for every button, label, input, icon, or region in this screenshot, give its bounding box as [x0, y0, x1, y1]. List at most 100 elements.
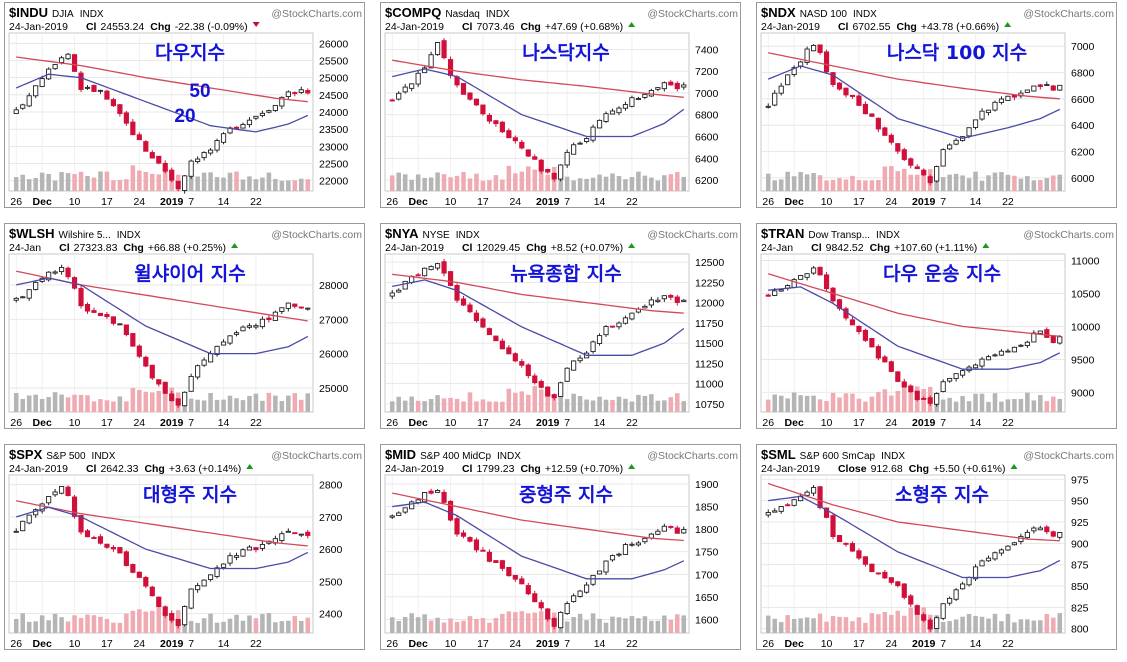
candle-body: [901, 149, 907, 160]
candle-body: [525, 364, 531, 377]
candle-body: [558, 611, 564, 629]
volume-bar: [869, 396, 875, 412]
x-tick-label: 14: [970, 417, 982, 429]
volume-bar: [506, 388, 512, 412]
x-tick-label: 22: [1002, 638, 1014, 650]
candle-body: [545, 386, 551, 397]
candle-body: [603, 560, 609, 573]
x-tick-label: 14: [218, 638, 230, 650]
x-tick-label: 7: [188, 196, 194, 208]
candle-body: [143, 577, 149, 587]
candle-body: [195, 365, 201, 378]
y-tick-label: 11000: [1071, 256, 1100, 268]
close-value: 27323.83: [74, 242, 118, 254]
candle-body: [908, 158, 914, 166]
x-tick-label: 26: [386, 196, 398, 208]
change-value: +12.59 (+0.70%): [545, 463, 623, 475]
close-value: 912.68: [871, 463, 903, 475]
candle-body: [162, 381, 168, 394]
change-label: Chg: [896, 21, 916, 33]
change-value: +107.60 (+1.11%): [894, 242, 977, 254]
candle-body: [914, 166, 920, 170]
candle-body: [13, 109, 19, 115]
candle-body: [985, 109, 992, 114]
volume-bar: [953, 173, 959, 191]
candle-body: [551, 394, 557, 399]
chart-panel-spx: $SPX S&P 500 INDX @StockCharts.com 24-Jan-20…: [4, 444, 365, 650]
candle-body: [908, 595, 914, 605]
candle-body: [428, 266, 434, 271]
volume-bar: [247, 176, 252, 191]
candle-body: [259, 544, 266, 549]
change-value: +43.78 (+0.66%): [921, 21, 999, 33]
x-tick-label: 7: [940, 196, 946, 208]
volume-bar: [856, 617, 862, 633]
ma20-line: [15, 73, 309, 133]
volume-bar: [454, 175, 460, 191]
change-up-icon: [982, 243, 990, 248]
candle-body: [454, 284, 460, 301]
volume-bar: [1057, 613, 1063, 633]
candle-body: [195, 158, 201, 162]
volume-bar: [493, 175, 499, 191]
volume-bar: [396, 621, 401, 633]
chart-svg: $NYA NYSE INDX @StockCharts.com 24-Jan-2019 C…: [384, 226, 738, 429]
volume-bar: [513, 612, 518, 633]
x-tick-label: 17: [477, 638, 489, 650]
volume-bar: [91, 615, 97, 633]
chart-panel-tran: $TRAN Dow Transp... INDX @StockCharts.com 24…: [756, 223, 1117, 429]
x-tick-label: 22: [626, 196, 638, 208]
date-label: 24-Jan-2019: [385, 242, 444, 254]
volume-bar: [538, 611, 544, 633]
candle-body: [979, 110, 985, 120]
volume-bar: [804, 174, 810, 191]
volume-bar: [558, 395, 563, 412]
y-tick-label: 875: [1071, 560, 1089, 572]
candle-body: [635, 542, 642, 546]
x-tick-label: 10: [445, 417, 457, 429]
volume-bar: [91, 401, 97, 412]
candle-body: [882, 356, 888, 363]
candle-body: [214, 345, 220, 355]
volume-bar: [558, 177, 563, 191]
candle-body: [447, 59, 454, 76]
ma20-line: [392, 68, 685, 138]
candle-body: [947, 144, 953, 150]
candle-body: [985, 557, 992, 562]
volume-bar: [240, 179, 246, 191]
volume-bar: [843, 393, 849, 412]
candle-body: [998, 98, 1005, 103]
x-tick-label: Dec: [785, 417, 804, 429]
y-tick-label: 2400: [319, 609, 343, 621]
volume-bar: [603, 622, 609, 633]
volume-bar: [830, 179, 836, 191]
candle-body: [233, 126, 240, 129]
candle-body: [972, 566, 979, 580]
y-tick-label: 850: [1071, 581, 1089, 593]
volume-bar: [532, 612, 538, 633]
volume-bar: [487, 401, 492, 412]
volume-bar: [1005, 399, 1011, 412]
candle-body: [84, 303, 91, 312]
volume-bar: [156, 607, 162, 633]
candle-body: [499, 560, 505, 569]
candle-body: [39, 78, 45, 87]
volume-bar: [973, 171, 978, 191]
candle-body: [136, 571, 142, 578]
x-tick-label: 10: [445, 196, 457, 208]
candle-body: [590, 341, 596, 353]
volume-bar: [590, 400, 596, 412]
y-tick-label: 825: [1071, 602, 1089, 614]
volume-bar: [1038, 395, 1043, 412]
volume-bar: [772, 618, 777, 633]
x-tick-label: 22: [250, 638, 262, 650]
candle-body: [940, 381, 946, 392]
candle-body: [830, 72, 836, 85]
volume-bar: [188, 621, 194, 633]
volume-bar: [616, 617, 622, 633]
volume-bar: [597, 396, 602, 412]
volume-bar: [564, 399, 570, 412]
candle-body: [810, 487, 817, 494]
stockcharts-watermark: @StockCharts.com: [271, 8, 362, 20]
korean-title: 윌샤이어 지수: [134, 263, 246, 285]
